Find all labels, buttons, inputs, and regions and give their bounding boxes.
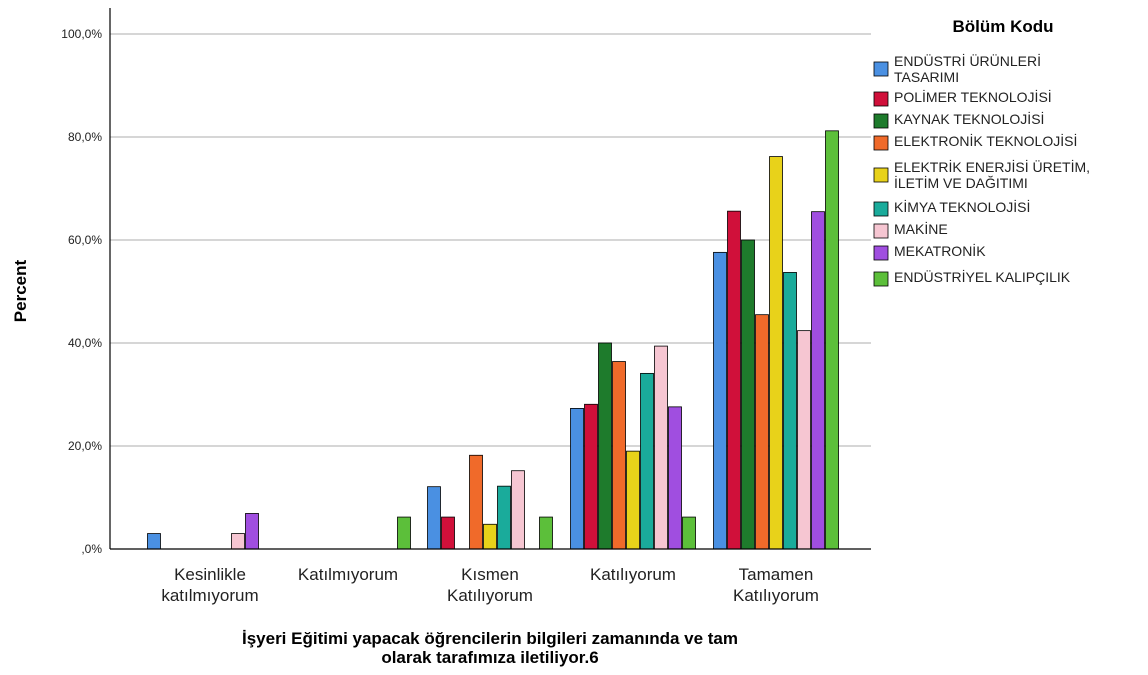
bars: [147, 130, 839, 550]
legend-swatch: [873, 167, 889, 183]
bar: [626, 450, 640, 550]
bar: [245, 513, 259, 550]
legend-label: İLETİM VE DAĞITIMI: [894, 174, 1028, 191]
x-category-label: Tamamen: [739, 565, 814, 584]
bar: [713, 251, 727, 550]
bar: [755, 314, 769, 550]
y-tick-label: 60,0%: [68, 233, 102, 247]
x-axis-title-line: İşyeri Eğitimi yapacak öğrencilerin bilg…: [242, 629, 738, 648]
y-tick-label: 80,0%: [68, 130, 102, 144]
y-tick-labels: ,0% 20,0% 40,0% 60,0% 80,0% 100,0%: [61, 27, 102, 556]
bar: [483, 523, 497, 550]
x-category-label: Katılıyorum: [733, 586, 819, 605]
bar: [598, 342, 612, 550]
bar: [741, 239, 755, 550]
legend-label: ENDÜSTRİYEL KALIPÇILIK: [894, 268, 1071, 285]
legend-label: KAYNAK TEKNOLOJİSİ: [894, 110, 1044, 127]
bar: [727, 210, 741, 550]
legend-swatch: [873, 61, 889, 77]
legend-swatch: [873, 245, 889, 261]
legend-swatch: [873, 113, 889, 129]
y-tick-label: ,0%: [81, 542, 102, 556]
y-tick-label: 20,0%: [68, 439, 102, 453]
legend-label: KİMYA TEKNOLOJİSİ: [894, 198, 1030, 215]
bar: [147, 533, 161, 550]
x-category-label: Katılıyorum: [447, 586, 533, 605]
y-tick-label: 100,0%: [61, 27, 102, 41]
x-category-label: Kısmen: [461, 565, 519, 584]
bar: [539, 516, 553, 550]
bar: [612, 361, 626, 550]
bar: [231, 533, 245, 550]
x-category-label: Katılmıyorum: [298, 565, 398, 584]
bar: [825, 130, 839, 550]
legend-label: POLİMER TEKNOLOJİSİ: [894, 88, 1052, 105]
legend-swatch: [873, 135, 889, 151]
bar: [668, 406, 682, 550]
bar: [769, 156, 783, 550]
y-axis-title: Percent: [11, 259, 30, 322]
bar: [640, 372, 654, 550]
legend-title: Bölüm Kodu: [952, 17, 1053, 36]
legend-swatch: [873, 223, 889, 239]
legend-swatch: [873, 271, 889, 287]
x-category-label: Katılıyorum: [590, 565, 676, 584]
bar: [783, 272, 797, 550]
legend-label: MEKATRONİK: [894, 242, 986, 259]
legend-label: ELEKTRİK ENERJİSİ ÜRETİM,: [894, 158, 1090, 175]
x-category-label: katılmıyorum: [161, 586, 258, 605]
legend-swatch: [873, 201, 889, 217]
bar: [427, 486, 441, 550]
legend-label: ELEKTRONİK TEKNOLOJİSİ: [894, 132, 1077, 149]
bar: [469, 454, 483, 550]
bar: [511, 470, 525, 550]
bar: [497, 485, 511, 550]
legend-label: MAKİNE: [894, 220, 948, 237]
bar: [682, 516, 696, 550]
legend-swatch: [873, 91, 889, 107]
bar: [570, 408, 584, 550]
legend-label: TASARIMI: [894, 69, 959, 85]
bar: [797, 330, 811, 550]
x-axis-title: İşyeri Eğitimi yapacak öğrencilerin bilg…: [242, 629, 738, 667]
bar: [441, 516, 455, 550]
bar: [397, 516, 411, 550]
y-tick-label: 40,0%: [68, 336, 102, 350]
category-labels: Kesinlikle katılmıyorum Katılmıyorum Kısmen…: [161, 565, 819, 605]
axes: [109, 8, 871, 550]
bar: [584, 403, 598, 550]
x-axis-title-line: olarak tarafımıza iletiliyor.6: [381, 648, 598, 667]
x-category-label: Kesinlikle: [174, 565, 246, 584]
legend-label: ENDÜSTRİ ÜRÜNLERİ: [894, 52, 1041, 69]
bar: [654, 345, 668, 550]
bar: [811, 211, 825, 550]
